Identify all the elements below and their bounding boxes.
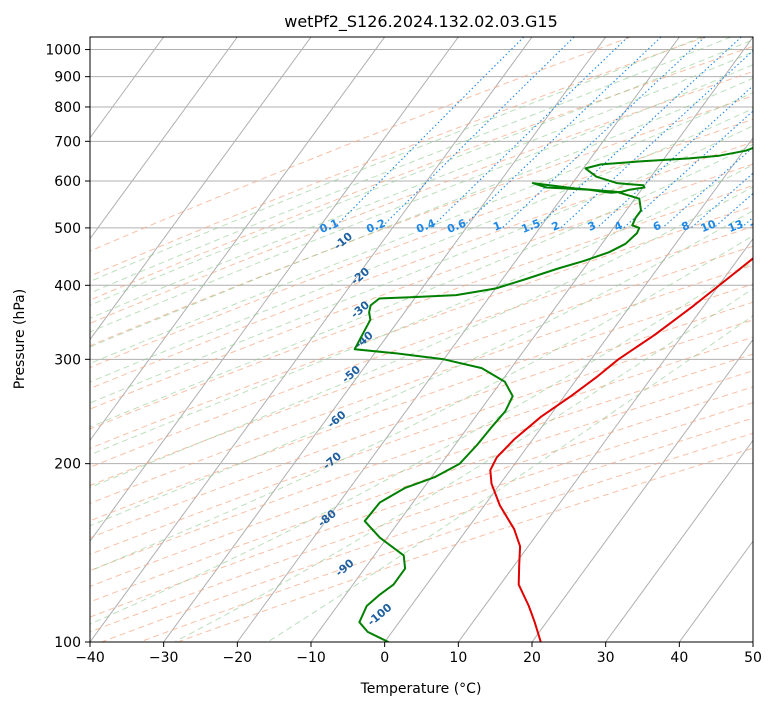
isotherm-gridline bbox=[605, 439, 753, 642]
mixing-ratio-label: 10 bbox=[699, 217, 718, 235]
x-tick-label: 10 bbox=[449, 650, 467, 666]
dry-adiabat bbox=[90, 45, 753, 301]
y-tick-label: 500 bbox=[54, 221, 81, 237]
y-tick-label: 200 bbox=[54, 457, 81, 473]
y-tick-label: 900 bbox=[54, 70, 81, 86]
isotherm-gridline bbox=[163, 37, 607, 642]
x-tick-label: 30 bbox=[597, 650, 615, 666]
y-tick-label: 800 bbox=[54, 100, 81, 116]
mixing-ratio-line bbox=[690, 172, 753, 229]
x-tick-label: −20 bbox=[223, 650, 253, 666]
plot-area: 0.10.20.40.611.5234681013162025303601020… bbox=[90, 37, 767, 642]
x-tick-label: 20 bbox=[523, 650, 541, 666]
mixing-ratio-label: 13 bbox=[726, 217, 745, 235]
isotherm-gridline bbox=[90, 37, 312, 341]
y-tick-label: 400 bbox=[54, 278, 81, 294]
mixing-ratio-line bbox=[461, 37, 662, 229]
dry-adiabat bbox=[90, 37, 706, 277]
axes: −40 −30 −20 −10 0 10 20 30 40 50 1000 900 800 700 600 5… bbox=[45, 36, 762, 666]
dewpoint-profile-line bbox=[353, 146, 753, 642]
dry-adiabat bbox=[90, 264, 753, 504]
temperature-profile-line bbox=[489, 257, 753, 642]
mixing-ratio-line bbox=[596, 85, 753, 229]
x-tick-label: 50 bbox=[744, 650, 762, 666]
moist-adiabat bbox=[174, 288, 753, 642]
isotherm-gridline bbox=[236, 37, 680, 642]
y-tick-label: 700 bbox=[54, 134, 81, 150]
moist-adiabat bbox=[90, 125, 753, 404]
isotherm-gridline bbox=[384, 136, 753, 642]
mixing-ratio-line bbox=[333, 37, 525, 229]
moist-adiabat bbox=[90, 64, 753, 333]
mixing-ratio-label: 8 bbox=[680, 219, 692, 234]
moist-adiabat bbox=[90, 77, 753, 348]
mixing-ratio-line bbox=[535, 37, 742, 229]
dry-adiabat bbox=[90, 353, 753, 587]
isotherm-gridline bbox=[457, 237, 753, 642]
isotherm-gridline bbox=[531, 338, 753, 642]
y-tick-label: 100 bbox=[54, 635, 81, 651]
dry-adiabat bbox=[90, 95, 753, 347]
mixing-ratio-line bbox=[430, 37, 629, 229]
dry-adiabat bbox=[90, 184, 753, 430]
dry-adiabat bbox=[90, 118, 753, 369]
mixing-ratio-line bbox=[623, 110, 753, 229]
y-tick-label: 600 bbox=[54, 174, 81, 190]
moist-adiabat bbox=[90, 261, 753, 625]
moist-adiabat bbox=[90, 143, 753, 428]
dry-adiabat bbox=[90, 37, 631, 252]
moist-adiabat bbox=[90, 39, 753, 306]
mixing-ratio-label: 2 bbox=[550, 219, 562, 234]
y-tick-label: 1000 bbox=[45, 43, 81, 59]
mixing-ratio-label: 3 bbox=[586, 219, 598, 234]
x-tick-label: −40 bbox=[75, 650, 105, 666]
x-tick-label: 0 bbox=[380, 650, 389, 666]
x-axis-title: Temperature (°C) bbox=[360, 681, 482, 697]
dry-adiabat bbox=[90, 70, 753, 324]
mixing-ratio-label: 16 bbox=[748, 217, 767, 235]
moist-adiabat bbox=[90, 37, 703, 283]
plot-frame bbox=[89, 36, 754, 643]
x-tick-label: 40 bbox=[670, 650, 688, 666]
isotherm-gridline bbox=[90, 37, 533, 642]
chart-title: wetPf2_S126.2024.132.02.03.G15 bbox=[284, 12, 558, 32]
x-tick-label: −30 bbox=[149, 650, 179, 666]
dry-adiabat bbox=[90, 205, 753, 449]
moist-adiabat bbox=[90, 186, 753, 488]
dry-adiabat bbox=[90, 386, 753, 618]
x-tick-label: −10 bbox=[296, 650, 326, 666]
isotherm-gridline bbox=[90, 37, 238, 240]
dry-adiabat bbox=[90, 319, 753, 555]
mixing-ratio-label: 1 bbox=[491, 219, 503, 234]
y-tick-label: 300 bbox=[54, 352, 81, 368]
dry-adiabat bbox=[90, 301, 753, 539]
y-axis-title: Pressure (hPa) bbox=[12, 289, 28, 389]
moist-adiabat bbox=[90, 108, 753, 383]
moist-adiabat bbox=[90, 37, 732, 294]
dry-adiabat bbox=[90, 245, 753, 487]
isotherm-gridline bbox=[90, 37, 386, 442]
